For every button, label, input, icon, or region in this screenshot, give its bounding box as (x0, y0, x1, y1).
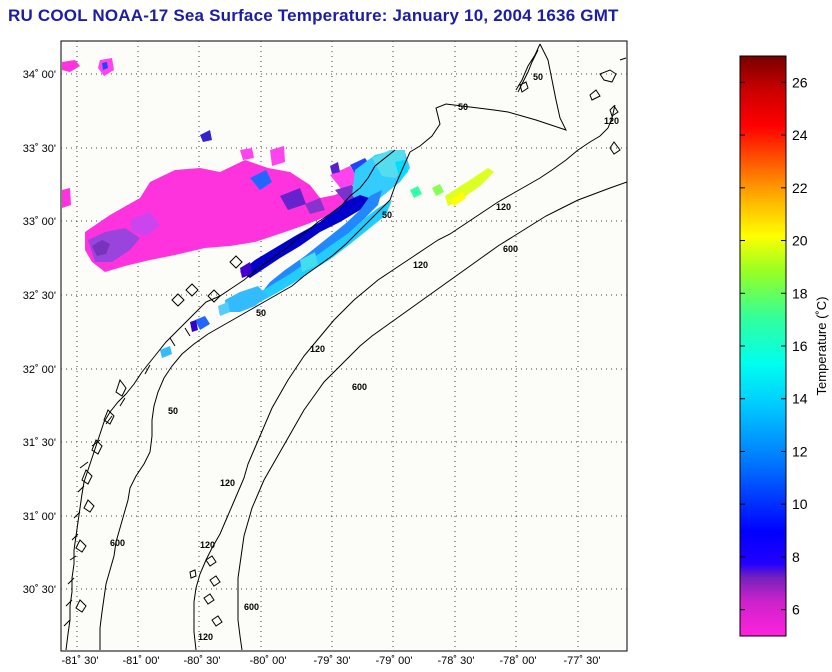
contour-label: 120 (413, 260, 428, 270)
lon-label: -80˚ 30' (184, 655, 221, 667)
map-title: RU COOL NOAA-17 Sea Surface Temperature:… (8, 6, 619, 25)
contour-label: 600 (244, 602, 259, 612)
colorbar-gradient (739, 55, 787, 637)
lon-label: -77˚ 30' (564, 655, 601, 667)
lat-label: 33˚ 30' (23, 143, 56, 155)
contour-label: 600 (352, 382, 367, 392)
contour-labels: 50 50 50 50 50 120 120 120 120 120 120 1… (110, 72, 619, 642)
colorbar-label: Temperature (˚C) (814, 297, 829, 396)
colorbar-tick-label: 26 (792, 74, 808, 90)
lon-label: -79˚ 00' (376, 655, 413, 667)
contour-label: 120 (198, 632, 213, 642)
lat-label: 31˚ 30' (23, 437, 56, 449)
contour-label: 120 (604, 116, 619, 126)
contour-label: 120 (496, 202, 511, 212)
lon-label: -80˚ 00' (250, 655, 287, 667)
colorbar-tick-label: 18 (792, 285, 808, 301)
colorbar-tick-label: 22 (792, 180, 808, 196)
colorbar-tick-label: 8 (792, 549, 800, 565)
contour-label: 50 (458, 102, 468, 112)
contour-label: 50 (256, 308, 266, 318)
latitude-axis: 34˚ 00' 33˚ 30' 33˚ 00' 32˚ 30' 32˚ 00' … (23, 69, 56, 596)
lon-label: -81˚ 00' (123, 655, 160, 667)
coastline (63, 43, 627, 651)
longitude-axis: -81˚ 30' -81˚ 00' -80˚ 30' -80˚ 00' -79˚… (62, 655, 601, 667)
lon-label: -81˚ 30' (62, 655, 99, 667)
contour-label: 50 (382, 210, 392, 220)
colorbar-tick-label: 12 (792, 443, 808, 459)
colorbar-tick-label: 20 (792, 233, 808, 249)
colorbar-tick-label: 6 (792, 602, 800, 618)
colorbar-tick-label: 10 (792, 496, 808, 512)
colorbar-tick-label: 24 (792, 127, 808, 143)
lat-label: 30˚ 30' (23, 584, 56, 596)
contour-label: 120 (200, 540, 215, 550)
colorbar-tick-label: 14 (792, 391, 808, 407)
contour-label: 600 (503, 244, 518, 254)
contour-label: 120 (310, 344, 325, 354)
lon-label: -78˚ 30' (438, 655, 475, 667)
lat-label: 32˚ 30' (23, 290, 56, 302)
lon-label: -79˚ 30' (314, 655, 351, 667)
contour-label: 50 (533, 72, 543, 82)
contour-label: 50 (168, 406, 178, 416)
lat-label: 34˚ 00' (23, 69, 56, 81)
lon-label: -78˚ 00' (500, 655, 537, 667)
colorbar-tick-label: 16 (792, 338, 808, 354)
map-frame (60, 40, 628, 652)
contour-label: 120 (220, 478, 235, 488)
colorbar-ticks: 26 24 22 20 18 16 14 12 10 8 6 (740, 74, 808, 618)
contour-label: 600 (110, 538, 125, 548)
isobath-lines (99, 43, 627, 651)
graticule (61, 41, 627, 651)
colorbar: 26 24 22 20 18 16 14 12 10 8 6 Temperature (˚C) (739, 55, 829, 637)
lat-label: 31˚ 00' (23, 511, 56, 523)
lat-label: 32˚ 00' (23, 364, 56, 376)
lat-label: 33˚ 00' (23, 216, 56, 228)
